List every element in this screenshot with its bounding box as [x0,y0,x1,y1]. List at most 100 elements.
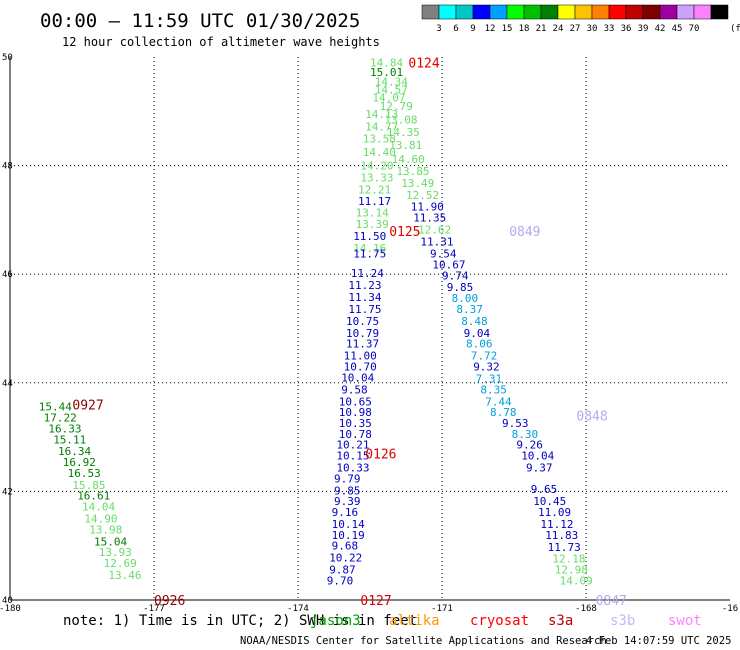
swh-value-label: 10.14 [332,518,365,531]
legend-swatch [693,4,712,20]
swh-value-label: 12.18 [552,553,585,566]
swh-value-label: 9.70 [327,574,354,587]
grid-lines [10,57,730,600]
swh-value-label: 11.90 [411,200,444,213]
y-tick-label: 50 [2,53,13,63]
swh-value-label: 13.39 [356,218,389,231]
legend-swatch [642,4,661,20]
swh-value-label: 10.33 [336,462,369,475]
pass-time-label: 0927 [72,399,103,414]
swh-value-label: 14.16 [353,242,386,255]
swh-value-label: 12.98 [555,564,588,577]
swh-value-label: 11.23 [348,279,381,292]
swh-value-label: 10.98 [339,406,372,419]
swh-value-label: 7.31 [476,372,503,385]
swh-value-label: 15.11 [53,433,86,446]
swh-value-label: 10.21 [336,439,369,452]
legend-swatch [455,4,474,20]
swh-value-label: 9.53 [502,417,529,430]
swh-value-label: 15.01 [370,66,403,79]
y-tick-label: 42 [2,487,13,497]
swh-value-label: 14.57 [375,84,408,97]
swh-value-label: 9.85 [447,281,474,294]
legend-swatch [625,4,644,20]
swh-value-label: 16.92 [63,456,96,469]
swh-value-label: 13.85 [396,165,429,178]
legend-tick-label: 45 [672,24,683,34]
legend-tick-label: 42 [655,24,666,34]
swh-value-label: 13.58 [363,132,396,145]
swh-value-label: 12.62 [418,224,451,237]
legend-swatch [438,4,457,20]
swh-value-label: 12.52 [406,189,439,202]
legend-swatch [506,4,525,20]
legend-swatch [659,4,678,20]
mission-name-cryosat: cryosat [470,613,529,629]
pass-time-label: 0847 [596,594,627,609]
swh-value-label: 10.79 [346,327,379,340]
swh-value-label: 12.69 [104,557,137,570]
legend-swatch [676,4,695,20]
legend-swatch [472,4,491,20]
swh-value-label: 14.77 [365,121,398,134]
swh-value-label: 14.60 [392,153,425,166]
swh-value-label: 10.70 [344,361,377,374]
y-tick-label: 48 [2,162,13,172]
swh-value-label: 9.54 [430,248,457,261]
note-text: note: 1) Time is in UTC; 2) SWH is in fe… [63,613,417,629]
swh-value-label: 9.87 [329,564,356,577]
swh-value-label: 8.30 [512,428,538,441]
swh-value-label: 11.35 [413,212,446,225]
swh-value-label: 14.40 [363,146,396,159]
swh-value-label: 8.78 [490,406,517,419]
swh-value-label: 10.22 [329,552,362,565]
swh-value-label: 7.72 [471,350,498,363]
swh-value-label: 11.50 [353,230,386,243]
swh-value-label: 12.21 [358,183,391,196]
swh-value-label: 13.49 [401,177,434,190]
swh-value-label: 14.35 [387,126,420,139]
swh-value-label: 14.90 [84,513,117,526]
swh-value-label: 9.26 [516,439,543,452]
swh-value-label: 13.81 [389,139,422,152]
swh-value-label: 9.39 [334,495,361,508]
legend-swatch [710,4,729,20]
legend-tick-label: 27 [570,24,581,34]
swh-value-label: 10.78 [339,428,372,441]
swh-value-label: 9.58 [341,383,368,396]
x-tick-label: -177 [143,604,165,614]
swh-value-label: 14.20 [360,160,393,173]
mission-name-altika: altika [389,613,440,629]
legend-swatch [540,4,559,20]
legend-tick-label: 30 [587,24,598,34]
legend-tick-label: 9 [470,24,475,34]
swh-value-label: 11.09 [538,506,571,519]
time-labels: 0124 0125 0849 0927 0848 0126 0926 0127 0847 [72,56,627,609]
mission-name-swot: swot [668,613,702,629]
swh-value-label: 8.06 [466,338,493,351]
legend-tick-label: 70 [689,24,700,34]
swh-value-label: 8.48 [461,315,488,328]
swh-value-label: 10.15 [336,450,369,463]
swh-value-label: 10.35 [339,417,372,430]
swh-value-label: 14.13 [365,108,398,121]
swh-value-label: 14.07 [372,92,405,105]
swh-value-label: 8.35 [480,383,507,396]
swh-value-label: 9.79 [334,472,361,485]
legend-tick-label: 33 [604,24,615,34]
swh-value-label: 16.34 [58,445,91,458]
y-tick-label: 46 [2,270,13,280]
legend-tick-label: 12 [485,24,496,34]
swh-value-label: 14.09 [560,574,593,587]
legend-tick-label: 18 [519,24,530,34]
pass-time-label: 0849 [509,225,540,240]
legend-swatch [489,4,508,20]
swh-value-label: 12.79 [380,100,413,113]
swh-value-label: 13.46 [108,569,141,582]
swh-value-label: 14.84 [370,56,403,69]
legend-tick-label: 36 [621,24,632,34]
swh-value-label: 10.19 [332,529,365,542]
x-tick-label: -174 [287,604,309,614]
footer-timestamp: 4 Feb 14:07:59 UTC 2025 [586,635,731,647]
